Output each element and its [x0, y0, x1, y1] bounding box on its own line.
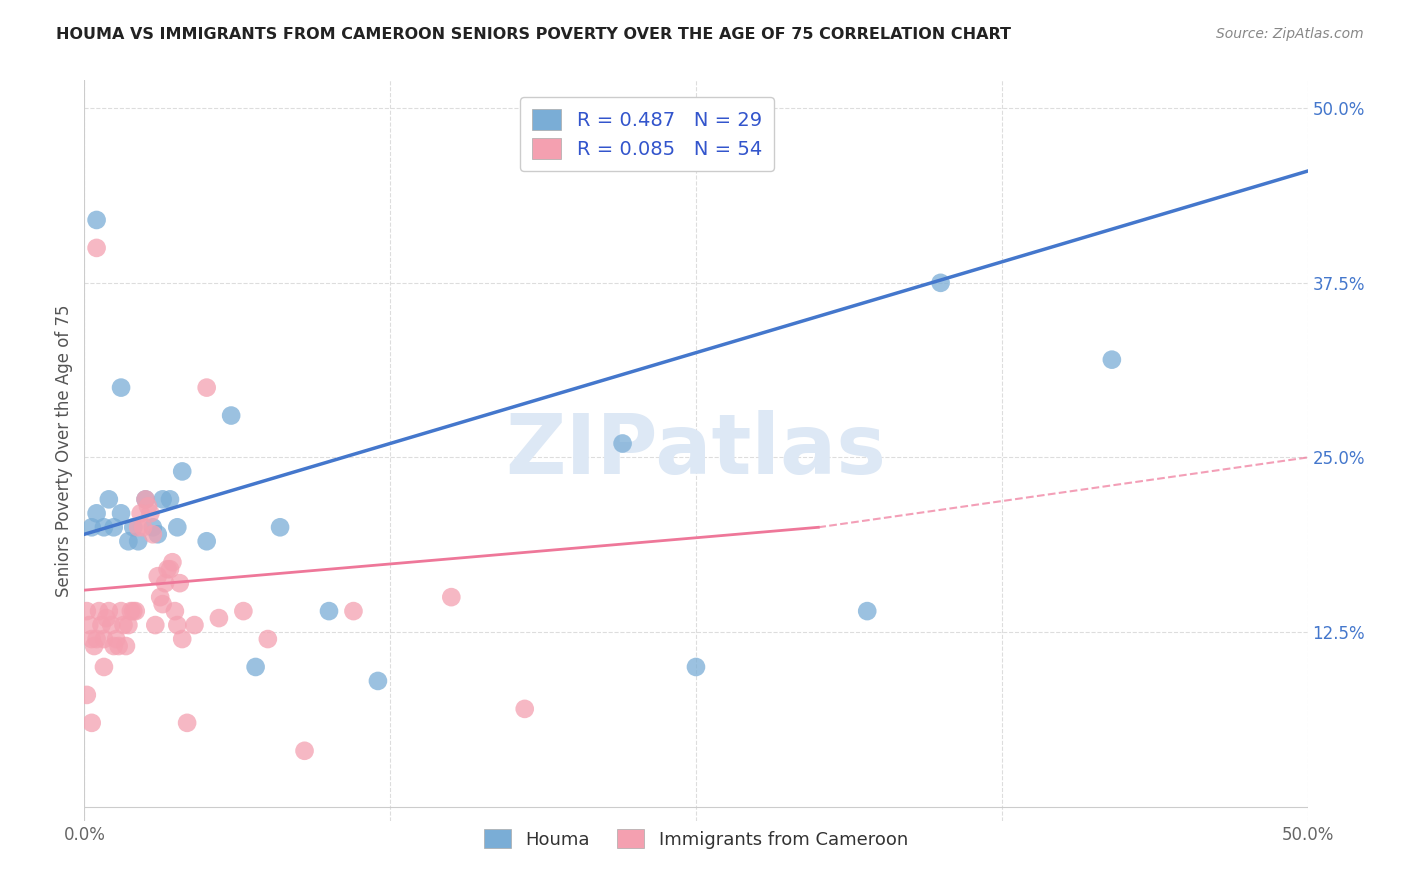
Point	[117, 534, 139, 549]
Point	[93, 632, 115, 646]
Point	[86, 213, 108, 227]
Point	[115, 639, 138, 653]
Legend: Houma, Immigrants from Cameroon: Houma, Immigrants from Cameroon	[477, 822, 915, 856]
Point	[80, 715, 103, 730]
Point	[245, 660, 267, 674]
Point	[163, 604, 186, 618]
Point	[93, 520, 115, 534]
Point	[117, 618, 139, 632]
Point	[90, 618, 112, 632]
Point	[135, 492, 157, 507]
Point	[96, 611, 118, 625]
Point	[219, 409, 242, 423]
Point	[172, 464, 194, 478]
Point	[105, 632, 128, 646]
Point	[172, 632, 194, 646]
Point	[110, 604, 132, 618]
Point	[152, 492, 174, 507]
Point	[294, 744, 316, 758]
Point	[97, 604, 120, 618]
Point	[129, 506, 152, 520]
Point	[97, 492, 120, 507]
Point	[86, 506, 108, 520]
Point	[929, 276, 952, 290]
Point	[103, 520, 125, 534]
Point	[318, 604, 340, 618]
Point	[127, 534, 149, 549]
Point	[257, 632, 280, 646]
Point	[153, 576, 176, 591]
Point	[269, 520, 291, 534]
Point	[122, 520, 145, 534]
Point	[195, 534, 218, 549]
Point	[156, 562, 179, 576]
Point	[127, 520, 149, 534]
Point	[86, 632, 108, 646]
Point	[169, 576, 191, 591]
Point	[232, 604, 254, 618]
Point	[100, 618, 122, 632]
Point	[76, 604, 98, 618]
Point	[1101, 352, 1123, 367]
Point	[159, 562, 181, 576]
Point	[440, 590, 463, 604]
Point	[612, 436, 634, 450]
Point	[132, 520, 155, 534]
Point	[77, 618, 100, 632]
Point	[80, 520, 103, 534]
Point	[195, 381, 218, 395]
Y-axis label: Seniors Poverty Over the Age of 75: Seniors Poverty Over the Age of 75	[55, 304, 73, 597]
Point	[342, 604, 364, 618]
Point	[135, 492, 157, 507]
Point	[110, 506, 132, 520]
Point	[143, 618, 166, 632]
Point	[142, 520, 165, 534]
Point	[110, 381, 132, 395]
Point	[83, 639, 105, 653]
Point	[122, 604, 145, 618]
Point	[76, 688, 98, 702]
Point	[120, 604, 142, 618]
Point	[146, 527, 169, 541]
Point	[103, 639, 125, 653]
Point	[183, 618, 205, 632]
Point	[149, 590, 172, 604]
Point	[86, 241, 108, 255]
Point	[152, 597, 174, 611]
Point	[107, 639, 129, 653]
Point	[856, 604, 879, 618]
Point	[166, 618, 188, 632]
Point	[93, 660, 115, 674]
Point	[146, 569, 169, 583]
Text: ZIPatlas: ZIPatlas	[506, 410, 886, 491]
Point	[367, 673, 389, 688]
Text: HOUMA VS IMMIGRANTS FROM CAMEROON SENIORS POVERTY OVER THE AGE OF 75 CORRELATION: HOUMA VS IMMIGRANTS FROM CAMEROON SENIOR…	[56, 27, 1011, 42]
Point	[80, 632, 103, 646]
Point	[176, 715, 198, 730]
Point	[112, 618, 135, 632]
Text: Source: ZipAtlas.com: Source: ZipAtlas.com	[1216, 27, 1364, 41]
Point	[685, 660, 707, 674]
Point	[513, 702, 536, 716]
Point	[208, 611, 231, 625]
Point	[142, 527, 165, 541]
Point	[159, 492, 181, 507]
Point	[139, 506, 162, 520]
Point	[162, 555, 184, 569]
Point	[87, 604, 110, 618]
Point	[136, 500, 159, 514]
Point	[125, 604, 148, 618]
Point	[166, 520, 188, 534]
